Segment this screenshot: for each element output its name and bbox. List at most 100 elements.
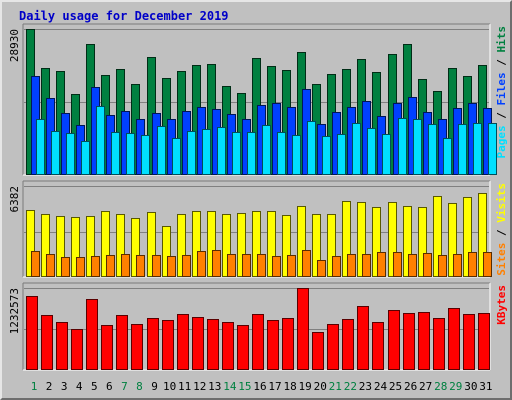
bar-visits-day-19 — [297, 206, 306, 277]
bar-pages-day-14 — [232, 132, 241, 175]
bar-pages-day-7 — [126, 133, 135, 175]
bar-pages-day-1 — [36, 119, 45, 175]
bar-visits-day-4 — [71, 217, 80, 277]
x-tick-label-day-16: 16 — [253, 380, 266, 393]
bar-sites-day-2 — [46, 254, 55, 277]
bar-sites-day-3 — [61, 257, 70, 277]
bar-sites-day-22 — [347, 254, 356, 277]
bar-sites-day-14 — [227, 254, 236, 277]
bar-visits-day-6 — [101, 211, 110, 277]
bar-pages-day-6 — [111, 132, 120, 175]
bar-kbytes-day-12 — [192, 317, 204, 370]
legend-kbytes: KBytes — [495, 285, 508, 325]
bar-kbytes-day-17 — [267, 320, 279, 370]
bar-sites-day-29 — [453, 254, 462, 277]
bar-sites-day-15 — [242, 254, 251, 277]
bar-kbytes-day-23 — [357, 306, 369, 370]
x-tick-label-day-13: 13 — [208, 380, 221, 393]
bar-sites-day-5 — [91, 256, 100, 277]
bar-visits-day-1 — [26, 210, 35, 277]
bar-pages-day-21 — [337, 134, 346, 175]
bar-visits-day-30 — [463, 197, 472, 277]
bar-pages-day-29 — [458, 124, 467, 175]
bar-visits-day-13 — [207, 211, 216, 277]
bar-pages-day-24 — [382, 134, 391, 175]
bar-sites-day-6 — [106, 255, 115, 277]
bar-pages-day-28 — [443, 138, 452, 175]
bar-kbytes-day-21 — [327, 324, 339, 370]
bar-sites-day-23 — [362, 254, 371, 277]
x-tick-label-day-22: 22 — [344, 380, 357, 393]
bar-pages-day-27 — [428, 124, 437, 175]
bar-visits-day-24 — [372, 207, 381, 277]
bar-sites-day-4 — [76, 257, 85, 277]
bar-sites-day-17 — [272, 256, 281, 277]
bar-kbytes-day-2 — [41, 315, 53, 370]
bar-pages-day-26 — [413, 119, 422, 175]
bar-visits-day-27 — [418, 207, 427, 277]
x-tick-label-day-8: 8 — [136, 380, 143, 393]
bar-visits-day-14 — [222, 214, 231, 277]
series-files — [31, 76, 492, 175]
legend-sites: Sites — [495, 243, 508, 276]
x-tick-label-day-2: 2 — [46, 380, 53, 393]
bar-kbytes-day-7 — [116, 315, 128, 370]
bar-kbytes-day-9 — [147, 318, 159, 370]
legend-visits: Visits — [495, 183, 508, 223]
bar-sites-day-19 — [302, 250, 311, 277]
x-tick-label-day-18: 18 — [283, 380, 296, 393]
bar-visits-day-20 — [312, 214, 321, 277]
bar-sites-day-12 — [197, 251, 206, 277]
chart-title: Daily usage for December 2019 — [19, 9, 229, 23]
bar-visits-day-2 — [41, 214, 50, 277]
bar-kbytes-day-20 — [312, 332, 324, 370]
legend-files: Files — [495, 72, 508, 105]
x-tick-label-day-19: 19 — [299, 380, 312, 393]
bar-kbytes-day-14 — [222, 322, 234, 370]
bar-kbytes-day-22 — [342, 319, 354, 370]
bar-kbytes-day-26 — [403, 313, 415, 370]
series-sites — [31, 250, 492, 277]
bar-visits-day-11 — [177, 214, 186, 277]
bar-kbytes-day-5 — [86, 299, 98, 370]
bar-pages-day-11 — [187, 131, 196, 175]
x-tick-label-day-1: 1 — [31, 380, 38, 393]
x-tick-label-day-25: 25 — [389, 380, 402, 393]
bar-pages-day-25 — [398, 118, 407, 175]
legend-hits: Hits — [495, 26, 508, 53]
x-tick-label-day-23: 23 — [359, 380, 372, 393]
bar-kbytes-day-13 — [207, 319, 219, 370]
bar-visits-day-28 — [433, 196, 442, 277]
bar-sites-day-10 — [167, 256, 176, 277]
bar-visits-day-9 — [147, 212, 156, 277]
x-tick-label-day-30: 30 — [464, 380, 477, 393]
bar-sites-day-18 — [287, 255, 296, 277]
bar-kbytes-day-28 — [433, 318, 445, 370]
bar-visits-day-18 — [282, 215, 291, 277]
panel-hits-files-pages: 28930 Pages / Files / Hits — [8, 23, 508, 176]
bar-pages-day-30 — [473, 123, 482, 175]
bar-kbytes-day-10 — [162, 320, 174, 370]
bar-sites-day-31 — [483, 252, 492, 277]
bar-pages-day-8 — [141, 135, 150, 175]
bar-visits-day-10 — [162, 226, 171, 277]
bar-visits-day-23 — [357, 202, 366, 277]
y-axis-max-label: 6382 — [8, 186, 21, 213]
bar-sites-day-20 — [317, 260, 326, 277]
bar-pages-day-5 — [96, 106, 105, 175]
bar-pages-day-19 — [307, 121, 316, 175]
bar-pages-day-23 — [367, 128, 376, 175]
bar-pages-day-3 — [66, 133, 75, 175]
bar-kbytes-day-31 — [478, 313, 490, 370]
x-tick-label-day-15: 15 — [238, 380, 251, 393]
bar-kbytes-day-29 — [448, 308, 460, 370]
x-tick-label-day-6: 6 — [106, 380, 113, 393]
series-pages — [36, 106, 497, 175]
bar-kbytes-day-27 — [418, 312, 430, 370]
bar-visits-day-22 — [342, 201, 351, 277]
bar-visits-day-16 — [252, 211, 261, 277]
x-tick-label-day-29: 29 — [449, 380, 462, 393]
bar-sites-day-25 — [393, 252, 402, 277]
x-tick-label-day-10: 10 — [163, 380, 176, 393]
